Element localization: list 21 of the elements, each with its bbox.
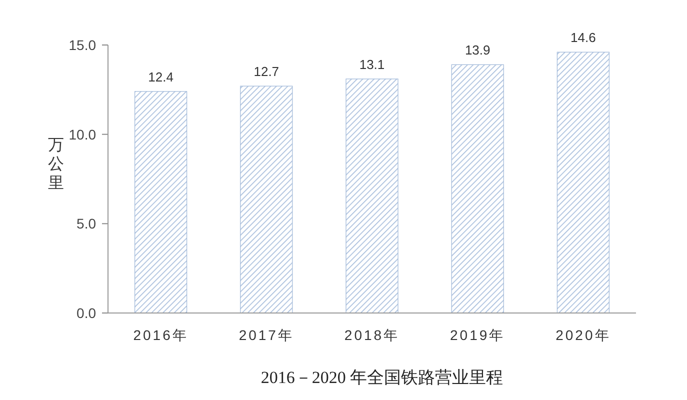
y-tick-label: 15.0 <box>68 37 96 53</box>
data-label: 12.4 <box>148 69 174 84</box>
bar <box>134 91 188 314</box>
y-axis-title: 万公里 <box>48 137 64 192</box>
x-tick-label: 2020年 <box>556 327 611 343</box>
y-tick-label: 5.0 <box>76 216 96 232</box>
text: 2016－2020 年全国铁路营业里程 <box>260 368 504 387</box>
bar <box>451 64 504 314</box>
x-tick-label: 2016年 <box>133 327 188 343</box>
x-tick-label: 2018年 <box>344 327 400 343</box>
x-tick-label: 2017年 <box>238 327 294 343</box>
data-label: 14.6 <box>570 30 596 46</box>
data-label: 12.7 <box>254 64 280 80</box>
data-label: 13.9 <box>464 42 490 58</box>
data-label: 13.1 <box>359 56 385 72</box>
bar <box>240 86 293 314</box>
y-tick-label: 0.0 <box>76 305 96 321</box>
x-tick-label: 2019年 <box>450 327 506 343</box>
bar <box>556 52 610 314</box>
bar <box>346 78 398 314</box>
y-tick-label: 10.0 <box>68 126 96 142</box>
